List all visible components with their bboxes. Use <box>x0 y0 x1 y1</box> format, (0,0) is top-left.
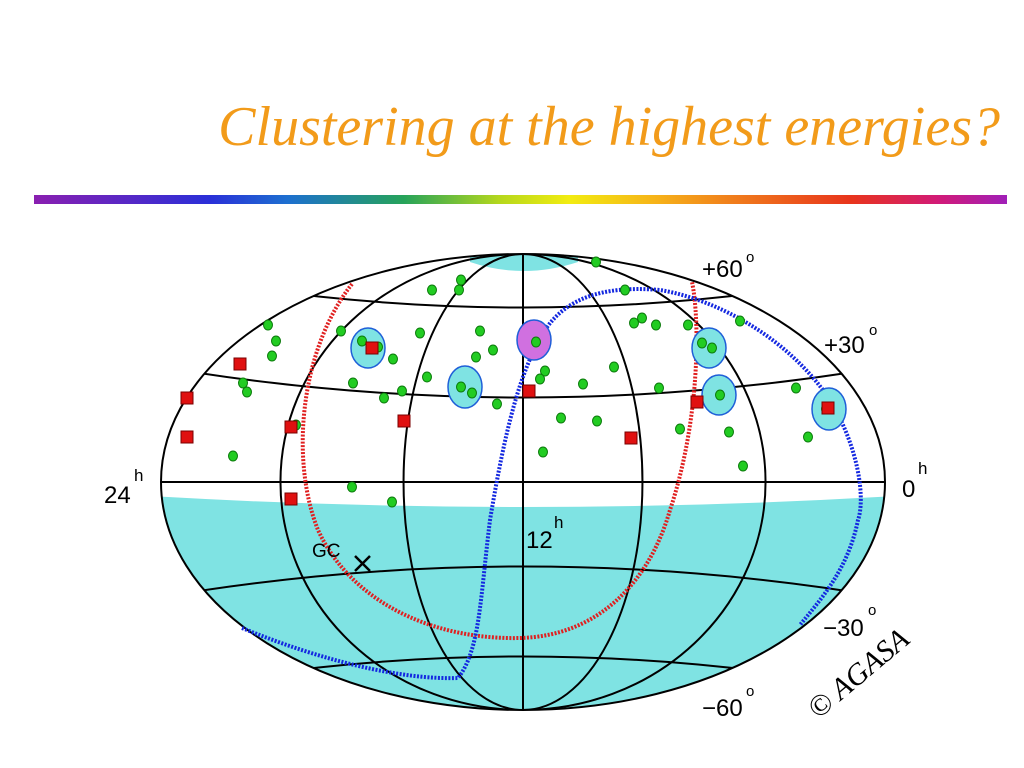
event-marker <box>791 382 801 394</box>
event-marker-high-energy <box>180 391 194 405</box>
events-high-energy <box>180 341 835 506</box>
degree-superscript: o <box>869 322 877 339</box>
rainbow-divider <box>34 195 1007 204</box>
declination-label-minus30: −30 <box>823 615 864 642</box>
degree-superscript: o <box>746 249 754 266</box>
event-marker <box>531 336 541 348</box>
hour-superscript: h <box>554 513 563 532</box>
event-marker <box>228 450 238 462</box>
event-marker <box>492 398 502 410</box>
event-marker <box>735 315 745 327</box>
event-marker-high-energy <box>821 401 835 415</box>
event-marker <box>456 274 466 286</box>
event-marker <box>637 312 647 324</box>
event-marker <box>651 319 661 331</box>
event-marker <box>535 373 545 385</box>
hour-superscript: h <box>918 459 927 478</box>
event-marker <box>738 460 748 472</box>
event-marker-high-energy <box>284 492 298 506</box>
event-marker <box>467 387 477 399</box>
event-marker <box>454 284 464 296</box>
slide-title: Clustering at the highest energies? <box>218 96 1000 158</box>
event-marker <box>397 385 407 397</box>
declination-label-minus60: −60 <box>702 695 743 722</box>
event-marker <box>620 284 630 296</box>
coordinate-grid <box>161 254 885 710</box>
map-border <box>160 253 886 711</box>
event-marker <box>379 392 389 404</box>
event-marker <box>697 337 707 349</box>
event-marker <box>707 342 717 354</box>
event-marker <box>475 325 485 337</box>
grid-line <box>279 254 767 710</box>
event-marker <box>427 284 437 296</box>
event-marker <box>271 335 281 347</box>
event-marker-high-energy <box>284 420 298 434</box>
event-marker <box>715 389 725 401</box>
events-low-energy <box>228 256 831 508</box>
event-marker <box>578 378 588 390</box>
event-marker <box>609 361 619 373</box>
ra-label-24: 24 <box>104 482 131 509</box>
event-marker-high-energy <box>397 414 411 428</box>
event-marker-high-energy <box>624 431 638 445</box>
event-marker-high-energy <box>233 357 247 371</box>
event-marker <box>724 426 734 438</box>
event-marker <box>242 386 252 398</box>
grid-line <box>402 254 644 710</box>
event-marker <box>629 317 639 329</box>
event-marker <box>422 371 432 383</box>
event-marker <box>347 481 357 493</box>
event-marker <box>675 423 685 435</box>
hour-superscript: h <box>134 466 143 485</box>
event-marker <box>683 319 693 331</box>
event-marker <box>538 446 548 458</box>
event-marker-high-energy <box>180 430 194 444</box>
event-marker <box>267 350 277 362</box>
event-marker <box>348 377 358 389</box>
grid-line <box>161 565 885 600</box>
event-marker <box>263 319 273 331</box>
event-marker <box>488 344 498 356</box>
ra-label-12: 12 <box>526 527 553 554</box>
x-mark-icon <box>354 555 371 572</box>
supergalactic-plane <box>241 287 863 681</box>
event-marker <box>336 325 346 337</box>
declination-label-zero: 0 <box>902 476 915 503</box>
event-marker-high-energy <box>690 395 704 409</box>
event-marker <box>803 431 813 443</box>
event-marker <box>556 412 566 424</box>
event-marker <box>357 335 367 347</box>
event-marker <box>238 377 248 389</box>
event-marker <box>654 382 664 394</box>
event-marker <box>456 381 466 393</box>
event-marker-high-energy <box>522 384 536 398</box>
galactic-plane <box>300 281 699 641</box>
event-marker <box>591 256 601 268</box>
degree-superscript: o <box>746 683 754 700</box>
degree-superscript: o <box>868 602 876 619</box>
event-marker <box>388 353 398 365</box>
event-marker <box>415 327 425 339</box>
event-marker <box>540 365 550 377</box>
event-marker <box>592 415 602 427</box>
declination-label-plus30: +30 <box>824 332 865 359</box>
event-marker <box>387 496 397 508</box>
event-marker-high-energy <box>365 341 379 355</box>
event-marker <box>471 351 481 363</box>
galactic-center-label: GC <box>312 541 341 562</box>
declination-label-plus60: +60 <box>702 256 743 283</box>
